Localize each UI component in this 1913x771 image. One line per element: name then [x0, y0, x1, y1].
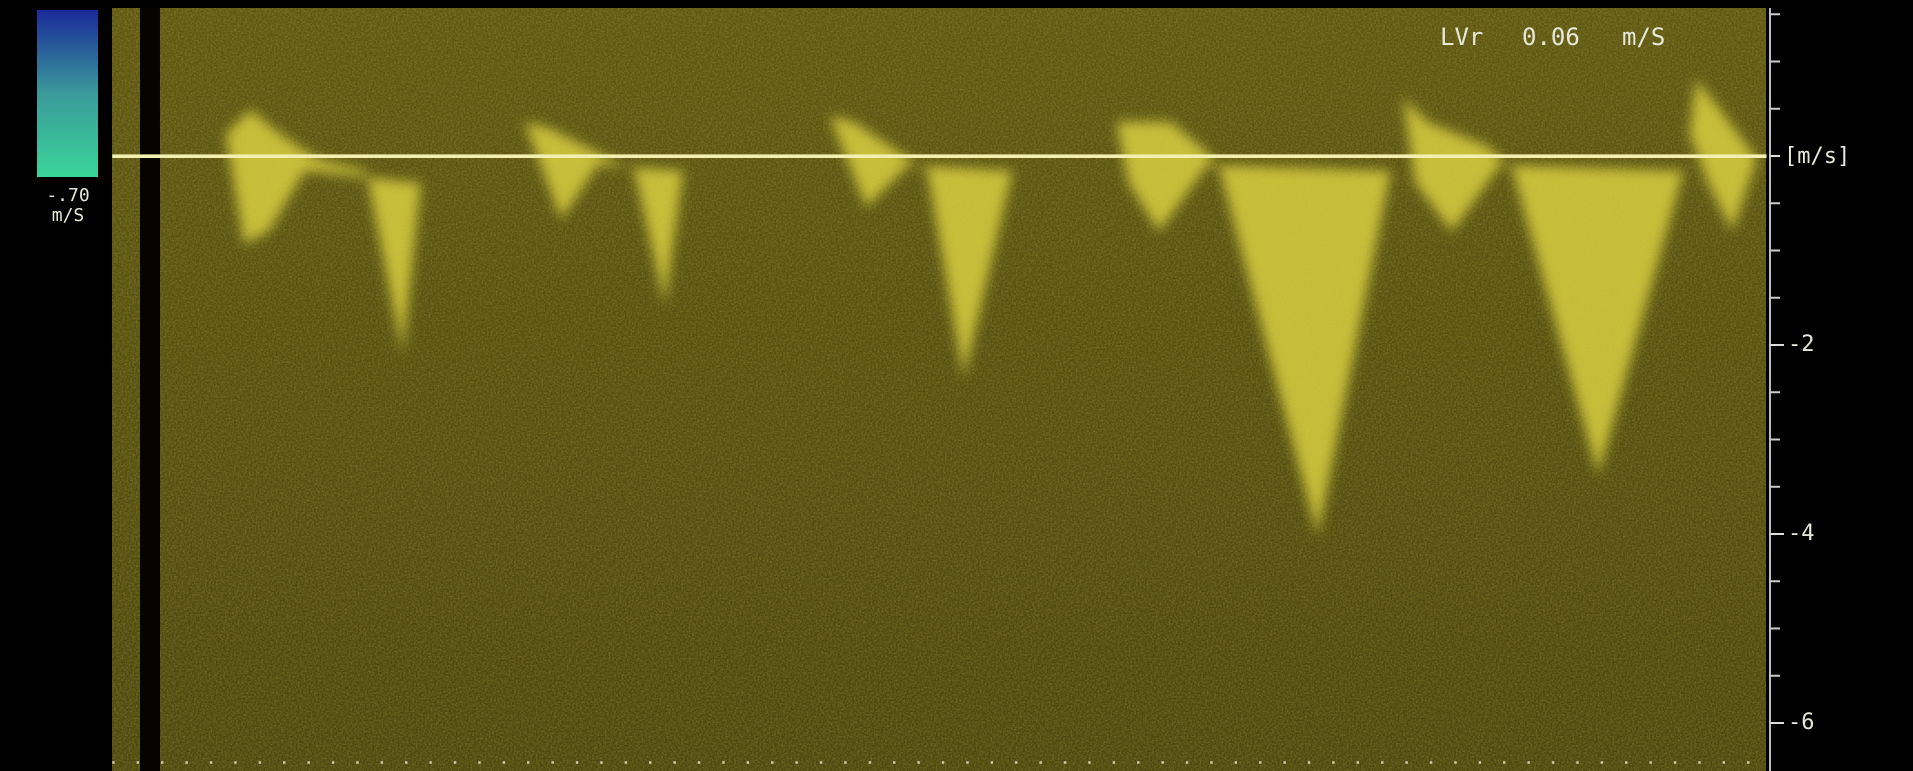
parameter-value: 0.06	[1522, 23, 1580, 51]
page: LVr 0.06 m/S -.70 m/S [m/s] -2-4-6 (() =…	[0, 0, 1913, 771]
color-bar-unit: m/S	[52, 205, 85, 226]
velocity-axis: -2 -4 -6	[1770, 14, 1815, 735]
axis-unit-label: [m/s]	[1784, 144, 1850, 169]
speckle	[112, 8, 1766, 771]
parameter-unit: m/S	[1622, 23, 1665, 51]
parameter-label: LVr	[1440, 23, 1483, 51]
color-bar	[37, 10, 98, 177]
color-bar-value: -.70	[46, 185, 89, 206]
doppler-screen: LVr 0.06 m/S -.70 m/S [m/s] -2 -4 -6	[0, 0, 1913, 771]
sweep-bar	[140, 8, 160, 771]
tick-label: -2	[1788, 332, 1815, 357]
tick-label: -6	[1788, 710, 1815, 735]
tick-label: -4	[1788, 521, 1815, 546]
